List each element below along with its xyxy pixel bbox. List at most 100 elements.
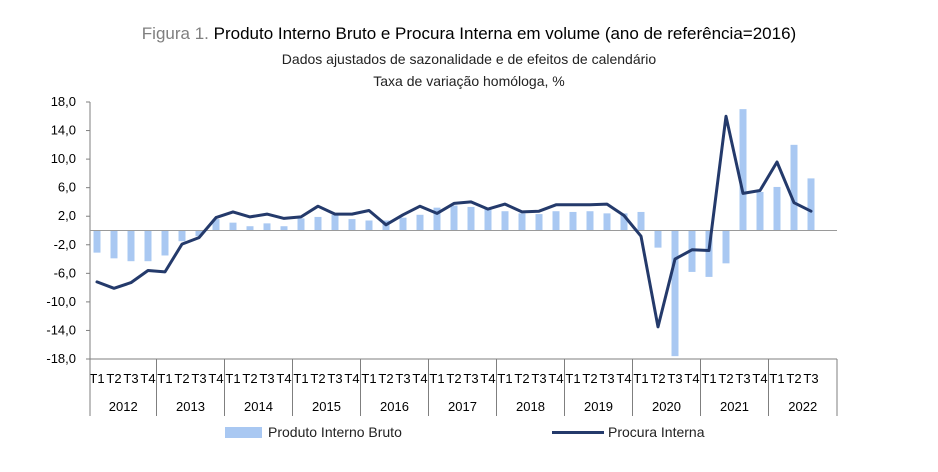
legend-item-domestic-demand: Procura Interna	[552, 424, 705, 440]
x-tick-label-quarter: T2	[242, 371, 257, 386]
bar-gdp	[637, 211, 645, 231]
bar-gdp	[807, 178, 815, 231]
bar-gdp	[773, 186, 781, 231]
x-tick-label-year: 2017	[448, 399, 477, 414]
bar-gdp	[450, 205, 458, 231]
x-tick-label-quarter: T4	[208, 371, 223, 386]
x-tick-label-quarter: T2	[106, 371, 121, 386]
x-tick-label-quarter: T3	[803, 371, 818, 386]
x-tick-label-quarter: T3	[327, 371, 342, 386]
title-text: Produto Interno Bruto e Procura Interna …	[213, 24, 797, 43]
bar-gdp	[501, 211, 509, 231]
bar-gdp	[314, 216, 322, 231]
y-tick-label: -10,0	[46, 294, 76, 309]
y-tick-label: -6,0	[54, 265, 76, 280]
x-tick-label-quarter: T4	[344, 371, 359, 386]
bar-gdp	[195, 230, 203, 237]
chart-title: Figura 1. Produto Interno Bruto e Procur…	[0, 24, 938, 44]
x-tick-label-quarter: T4	[684, 371, 699, 386]
x-tick-label-year: 2022	[788, 399, 817, 414]
x-tick-label-quarter: T3	[735, 371, 750, 386]
x-tick-label-quarter: T3	[531, 371, 546, 386]
x-tick-label-quarter: T2	[650, 371, 665, 386]
x-tick-label-quarter: T1	[633, 371, 648, 386]
bar-gdp	[739, 109, 747, 231]
figure-label: Figura 1.	[141, 24, 209, 43]
x-tick-label-quarter: T4	[140, 371, 155, 386]
x-tick-label-quarter: T3	[463, 371, 478, 386]
x-tick-label-quarter: T4	[752, 371, 767, 386]
x-tick-label-year: 2014	[244, 399, 273, 414]
x-tick-label-quarter: T2	[446, 371, 461, 386]
bar-gdp	[433, 207, 441, 231]
line-domestic-demand	[95, 114, 813, 329]
bar-gdp	[127, 230, 135, 262]
x-tick-label-quarter: T2	[514, 371, 529, 386]
x-tick-label-quarter: T3	[667, 371, 682, 386]
x-tick-label-year: 2018	[516, 399, 545, 414]
x-tick-label-quarter: T4	[412, 371, 427, 386]
bar-gdp	[246, 226, 254, 231]
x-tick-label-quarter: T1	[429, 371, 444, 386]
bar-gdp	[484, 209, 492, 231]
bar-gdp	[518, 213, 526, 231]
bar-gdp	[467, 206, 475, 231]
x-tick-label-quarter: T1	[701, 371, 716, 386]
legend-line-label: Procura Interna	[608, 424, 705, 440]
bar-gdp	[144, 230, 152, 262]
bar-gdp	[569, 211, 577, 231]
bar-gdp	[586, 211, 594, 231]
bar-gdp	[654, 230, 662, 248]
x-tick-label-quarter: T3	[599, 371, 614, 386]
bar-gdp	[229, 222, 237, 231]
y-tick-label: -2,0	[54, 237, 76, 252]
x-tick-label-quarter: T3	[395, 371, 410, 386]
y-tick-label: 6,0	[58, 180, 76, 195]
x-tick-label-quarter: T2	[786, 371, 801, 386]
x-tick-label-quarter: T2	[174, 371, 189, 386]
legend-bar-label: Produto Interno Bruto	[268, 424, 402, 440]
bar-gdp	[212, 219, 220, 231]
x-tick-label-quarter: T2	[310, 371, 325, 386]
x-tick-label-quarter: T1	[497, 371, 512, 386]
x-tick-label-quarter: T1	[157, 371, 172, 386]
x-tick-label-quarter: T3	[191, 371, 206, 386]
x-tick-label-quarter: T1	[225, 371, 240, 386]
x-tick-label-quarter: T1	[565, 371, 580, 386]
bar-gdp	[365, 220, 373, 231]
legend-line-swatch	[552, 430, 604, 434]
x-tick-label-year: 2012	[109, 399, 138, 414]
bar-gdp	[603, 213, 611, 231]
x-tick-label-quarter: T4	[616, 371, 631, 386]
legend-item-gdp: Produto Interno Bruto	[225, 424, 402, 440]
x-tick-label-year: 2015	[312, 399, 341, 414]
y-tick-label: 2,0	[58, 208, 76, 223]
y-tick-label: -18,0	[46, 351, 76, 366]
bar-gdp	[280, 226, 288, 231]
x-tick-label-year: 2021	[720, 399, 749, 414]
x-tick-label-quarter: T4	[276, 371, 291, 386]
bar-gdp	[263, 223, 271, 231]
x-tick-label-year: 2020	[652, 399, 681, 414]
x-tick-label-year: 2019	[584, 399, 613, 414]
bar-gdp	[535, 214, 543, 231]
bar-gdp	[756, 191, 764, 231]
x-tick-label-quarter: T3	[259, 371, 274, 386]
y-tick-label: -14,0	[46, 322, 76, 337]
bar-gdp	[93, 230, 101, 253]
bar-gdp	[297, 218, 305, 231]
x-tick-label-quarter: T4	[480, 371, 495, 386]
bar-gdp	[110, 230, 118, 259]
subtitle-rate: Taxa de variação homóloga, %	[373, 73, 565, 89]
y-tick-label: 14,0	[51, 123, 76, 138]
x-tick-label-quarter: T1	[89, 371, 104, 386]
bar-gdp	[722, 230, 730, 264]
x-tick-label-quarter: T1	[769, 371, 784, 386]
bar-gdp	[399, 217, 407, 231]
x-tick-label-year: 2013	[176, 399, 205, 414]
bar-gdp	[331, 214, 339, 231]
bar-gdp	[705, 230, 713, 277]
bar-gdp	[790, 144, 798, 231]
bar-gdp	[348, 219, 356, 231]
